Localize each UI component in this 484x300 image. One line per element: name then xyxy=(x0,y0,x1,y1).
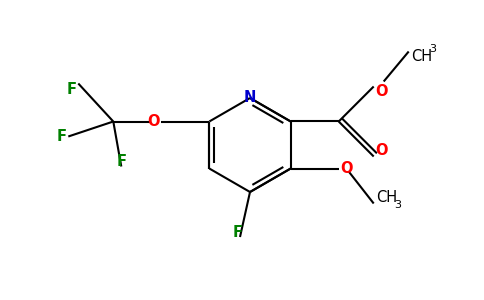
Text: F: F xyxy=(233,225,243,240)
Text: CH: CH xyxy=(411,50,432,64)
Text: CH: CH xyxy=(376,190,397,206)
Text: F: F xyxy=(66,82,76,97)
Text: N: N xyxy=(244,90,256,105)
Text: 3: 3 xyxy=(429,44,436,53)
Text: 3: 3 xyxy=(393,200,401,211)
Text: F: F xyxy=(56,129,66,144)
Text: O: O xyxy=(376,85,388,100)
Text: O: O xyxy=(376,143,388,158)
Text: O: O xyxy=(341,161,353,176)
Text: O: O xyxy=(147,114,159,129)
Text: F: F xyxy=(116,154,126,169)
